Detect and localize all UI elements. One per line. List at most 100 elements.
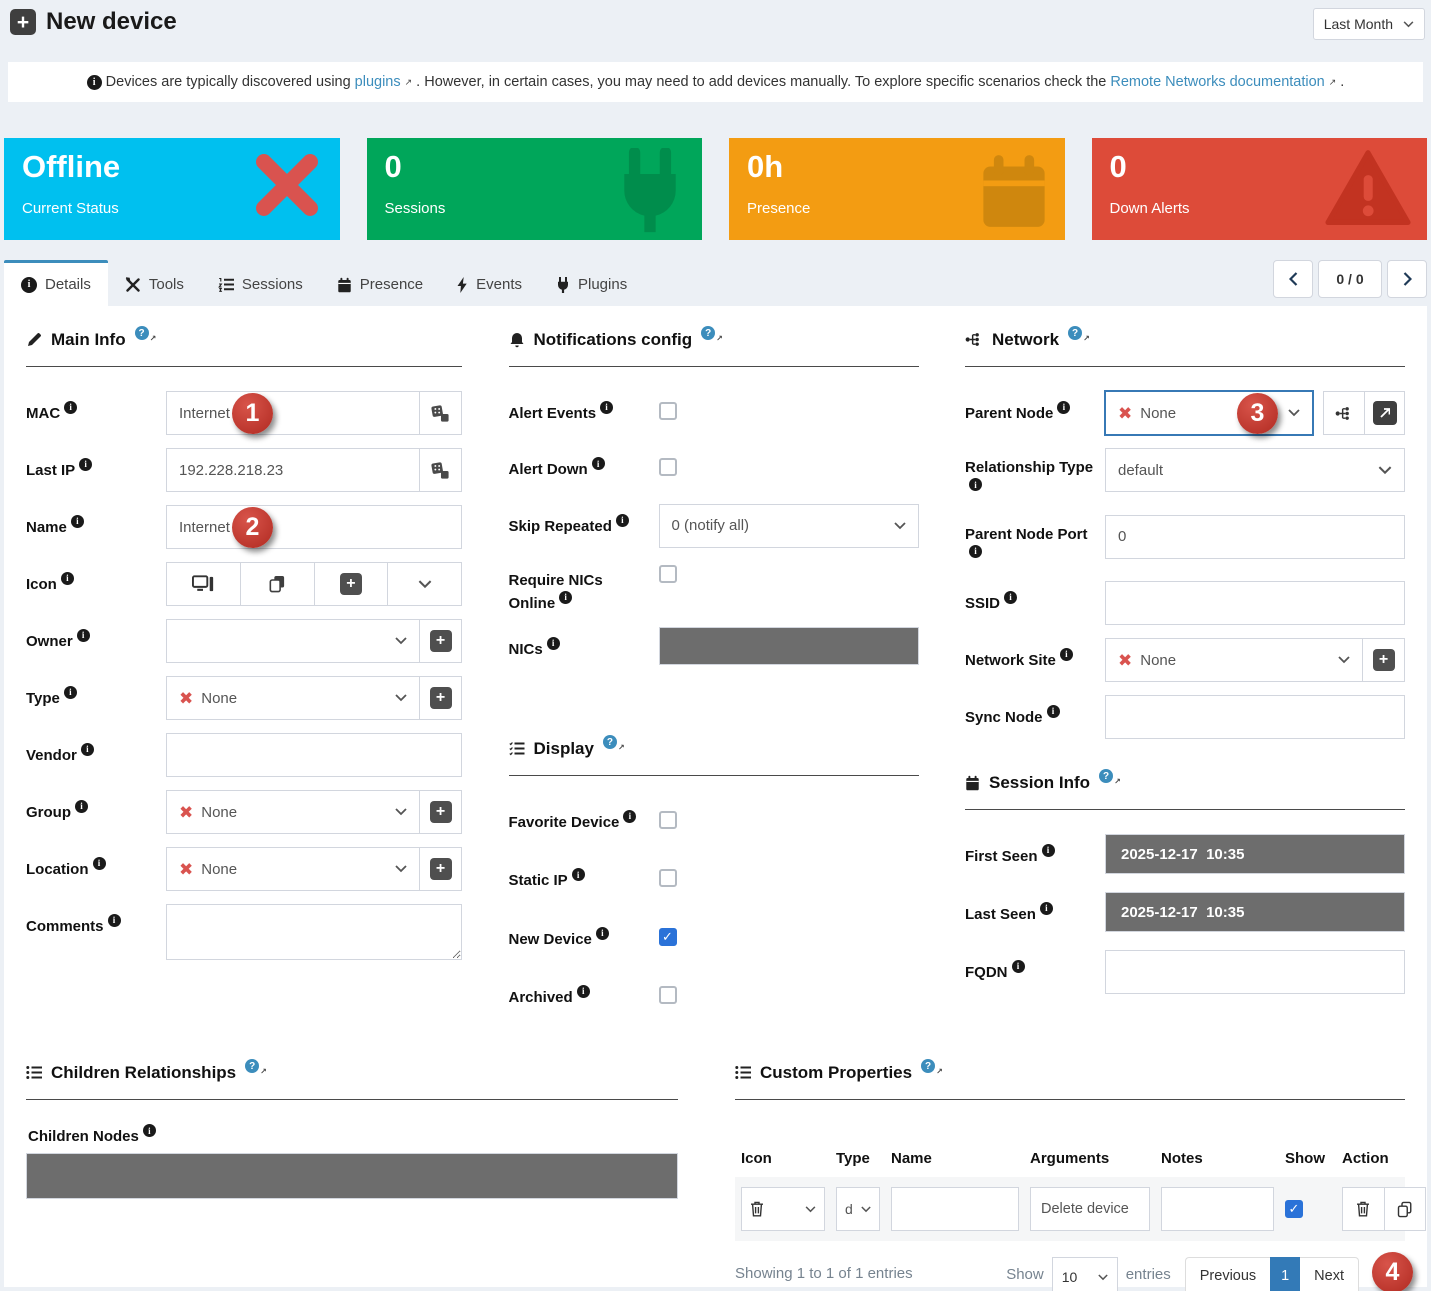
alert-down-checkbox[interactable]: [658, 458, 677, 477]
type-select[interactable]: ✖ None: [167, 677, 419, 719]
new-device-checkbox[interactable]: [658, 927, 677, 946]
archived-row: Archived: [509, 975, 919, 1008]
help-icon[interactable]: [1068, 326, 1090, 346]
network-tree-button[interactable]: [1324, 392, 1364, 434]
field-info-icon: [75, 800, 88, 813]
icon-row: Icon: [26, 562, 462, 606]
field-info-icon: [969, 544, 982, 558]
group-select[interactable]: ✖ None: [167, 791, 419, 833]
copy-icon-button[interactable]: [239, 563, 314, 605]
comments-textarea[interactable]: [166, 904, 462, 960]
status-card-presence[interactable]: 0h Presence: [729, 138, 1065, 240]
name-row: Name 2: [26, 505, 462, 549]
duplicate-property-button[interactable]: [1383, 1188, 1426, 1230]
property-arguments-input[interactable]: [1030, 1187, 1150, 1231]
time-range-select[interactable]: Last Month: [1312, 8, 1425, 40]
tab-label: Tools: [148, 276, 184, 293]
current-icon-button[interactable]: [167, 563, 240, 605]
chevron-left-icon: [1288, 272, 1297, 286]
pager-next-button[interactable]: [1387, 260, 1427, 298]
add-location-button[interactable]: [419, 848, 461, 890]
new-device-row: New Device: [509, 917, 919, 950]
tab-presence[interactable]: Presence: [320, 260, 440, 306]
property-type-select[interactable]: d: [836, 1187, 880, 1231]
remote-networks-link[interactable]: Remote Networks documentation: [1110, 74, 1325, 90]
plus-icon: [429, 801, 452, 823]
add-network-site-button[interactable]: [1362, 639, 1404, 681]
location-label: Location: [26, 847, 166, 891]
entries-label: entries: [1125, 1266, 1171, 1283]
tab-sessions[interactable]: Sessions: [201, 260, 320, 306]
help-icon[interactable]: [602, 735, 625, 755]
help-icon[interactable]: [134, 326, 157, 346]
property-notes-input[interactable]: [1161, 1187, 1274, 1231]
mac-input[interactable]: [167, 392, 419, 434]
archived-checkbox[interactable]: [658, 985, 677, 1004]
random-mac-button[interactable]: [419, 392, 461, 434]
skip-repeated-select[interactable]: 0 (notify all): [658, 503, 919, 548]
mac-row: MAC 1: [26, 391, 462, 435]
add-group-button[interactable]: [419, 791, 461, 833]
fqdn-input[interactable]: [1105, 950, 1405, 994]
status-card-down-alerts[interactable]: 0 Down Alerts: [1091, 138, 1427, 240]
status-card-sessions[interactable]: 0 Sessions: [366, 138, 702, 240]
status-card-current-status[interactable]: Offline Current Status: [4, 138, 340, 240]
static-ip-checkbox[interactable]: [658, 869, 677, 888]
warning-triangle-icon: [1325, 150, 1411, 225]
alert-events-row: Alert Events: [509, 391, 919, 424]
page-title: New device: [46, 8, 177, 35]
none-x-icon: ✖: [1118, 650, 1133, 670]
field-info-icon: [1041, 844, 1055, 857]
next-page-button[interactable]: Next: [1300, 1257, 1359, 1291]
col-notes: Notes: [1161, 1150, 1203, 1167]
property-show-checkbox[interactable]: [1285, 1200, 1303, 1218]
help-icon[interactable]: [921, 1059, 943, 1079]
add-owner-button[interactable]: [419, 620, 461, 662]
network-site-select[interactable]: ✖ None: [1106, 639, 1362, 681]
icon-dropdown-button[interactable]: [387, 563, 461, 605]
relationship-type-select[interactable]: default: [1105, 448, 1405, 492]
help-icon[interactable]: [701, 326, 723, 346]
sync-node-input[interactable]: [1105, 695, 1405, 739]
property-icon-select[interactable]: [741, 1187, 825, 1231]
random-ip-button[interactable]: [419, 449, 461, 491]
field-info-icon: [591, 457, 605, 471]
chevron-down-icon: [861, 1205, 871, 1212]
chevron-down-icon: [805, 1205, 816, 1212]
tab-events[interactable]: Events: [440, 260, 539, 306]
table-pagination: Previous 1 Next: [1184, 1257, 1359, 1291]
pager-prev-button[interactable]: [1273, 260, 1313, 298]
alert-events-checkbox[interactable]: [658, 402, 677, 420]
favorite-device-checkbox[interactable]: [658, 811, 677, 829]
parent-node-select[interactable]: ✖ None: [1104, 390, 1314, 436]
page-size-select[interactable]: 10: [1051, 1257, 1118, 1291]
add-icon-button[interactable]: [313, 563, 388, 605]
info-icon: [86, 74, 102, 90]
help-icon[interactable]: [1099, 769, 1121, 789]
tab-plugins[interactable]: Plugins: [539, 260, 644, 306]
help-icon[interactable]: [245, 1059, 267, 1079]
custom-properties-header: Custom Properties: [735, 1059, 1405, 1100]
previous-page-button[interactable]: Previous: [1184, 1257, 1271, 1291]
require-nics-checkbox[interactable]: [658, 564, 677, 583]
first-seen-label: First Seen: [965, 834, 1105, 874]
info-banner: Devices are typically discovered using p…: [8, 62, 1423, 102]
name-input[interactable]: [166, 505, 462, 549]
plugins-link[interactable]: plugins: [354, 74, 401, 90]
parent-node-port-input[interactable]: [1105, 514, 1405, 559]
tab-tools[interactable]: Tools: [108, 260, 201, 306]
owner-label: Owner: [26, 619, 166, 663]
vendor-input[interactable]: [166, 733, 462, 777]
delete-property-button[interactable]: [1343, 1188, 1384, 1230]
ssid-input[interactable]: [1105, 581, 1405, 625]
static-ip-row: Static IP: [509, 858, 919, 891]
location-select[interactable]: ✖ None: [167, 848, 419, 890]
current-page-button[interactable]: 1: [1270, 1257, 1301, 1291]
add-type-button[interactable]: [419, 677, 461, 719]
owner-select[interactable]: [167, 620, 419, 662]
open-parent-button[interactable]: [1364, 392, 1404, 434]
tab-details[interactable]: Details: [4, 260, 108, 306]
last-ip-input[interactable]: [167, 449, 419, 491]
new-device-label: New Device: [509, 917, 659, 950]
property-name-input[interactable]: [891, 1187, 1019, 1231]
